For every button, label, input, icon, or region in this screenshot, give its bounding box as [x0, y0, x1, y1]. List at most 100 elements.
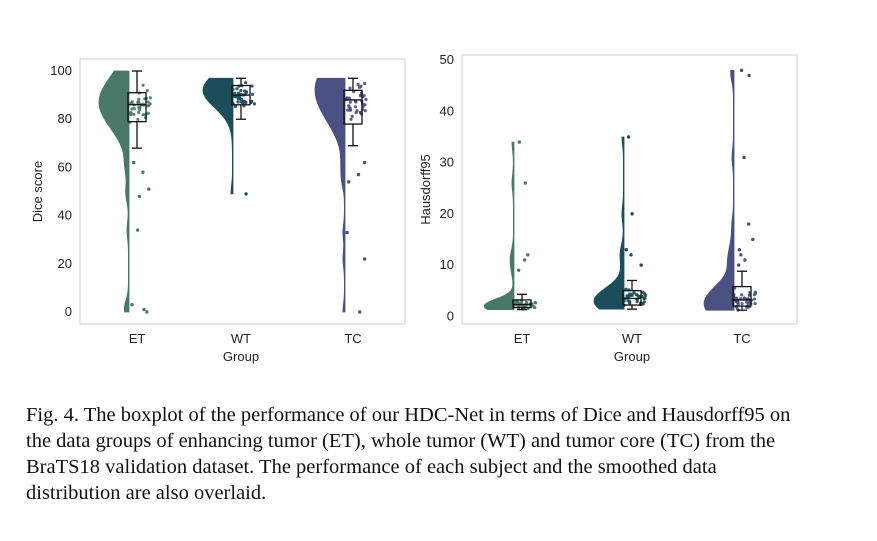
subject-point [128, 112, 133, 116]
subject-point [252, 102, 257, 106]
figure: 0 20 40 60 80 100 Dice score ET WT TC Group 0 10 20 30… [30, 52, 798, 364]
subject-point [146, 100, 150, 104]
subject-point [354, 110, 358, 115]
subject-point [236, 100, 240, 104]
subject-point [146, 111, 150, 115]
outlier-point [345, 230, 349, 235]
figure-caption: Fig. 4. The boxplot of the performance o… [26, 404, 791, 504]
outlier-point [736, 263, 741, 267]
outlier-point [630, 212, 634, 216]
y-tick-label: 0 [447, 308, 454, 323]
subject-point [533, 301, 538, 305]
subject-point [364, 97, 368, 102]
subject-point [641, 290, 645, 294]
subject-point [732, 286, 737, 290]
subject-point [137, 110, 141, 115]
outlier-point [517, 140, 522, 144]
subject-point [740, 293, 744, 297]
subject-point [141, 113, 145, 117]
subject-point [626, 299, 630, 303]
subject-point [233, 104, 238, 108]
subject-point [735, 306, 739, 311]
outlier-point [141, 170, 145, 174]
x-tick-label: WT [622, 331, 642, 346]
y-axis-label: Dice score [30, 161, 45, 222]
subject-point [742, 296, 746, 300]
outlier-point [132, 160, 136, 165]
y-tick-label: 50 [440, 52, 454, 67]
y-tick-label: 0 [65, 304, 72, 319]
subject-point [753, 291, 758, 295]
plot-frame [79, 58, 406, 325]
outlier-point [147, 187, 151, 191]
subject-point [736, 301, 740, 305]
subject-point [363, 103, 367, 107]
density-violin [314, 77, 346, 313]
subject-point [753, 297, 757, 301]
subject-point [349, 117, 353, 121]
outlier-point [639, 263, 643, 267]
subject-point [346, 108, 350, 112]
outlier-point [629, 253, 633, 257]
outlier-point [137, 194, 142, 199]
subject-point [643, 293, 648, 298]
subject-point [356, 82, 360, 87]
outlier-point [145, 310, 149, 314]
subject-point [624, 287, 628, 291]
outlier-point [739, 68, 744, 73]
outlier-point [626, 135, 631, 139]
outlier-point [362, 257, 367, 261]
x-axis-label: Group [223, 349, 259, 364]
outlier-point [362, 160, 367, 165]
subject-point [363, 81, 367, 86]
subject-point [747, 293, 751, 297]
subject-point [250, 92, 255, 97]
subject-point [358, 110, 363, 114]
outlier-point [516, 268, 521, 272]
subject-point [239, 97, 244, 101]
outlier-point [737, 248, 742, 252]
subject-point [240, 101, 245, 105]
outlier-point [742, 155, 746, 160]
outlier-point [624, 248, 629, 252]
subject-point [130, 100, 134, 104]
subject-point [137, 100, 141, 104]
outlier-point [743, 258, 747, 262]
subject-point [250, 84, 254, 88]
x-tick-label: TC [733, 331, 750, 346]
density-violin [483, 141, 515, 311]
subject-point [350, 114, 354, 119]
y-tick-label: 80 [58, 111, 72, 126]
subject-point [348, 86, 352, 90]
subject-point [244, 91, 248, 95]
subject-point [147, 103, 151, 107]
subject-point [641, 302, 645, 306]
subject-point [353, 105, 358, 109]
subject-point [532, 305, 536, 309]
x-tick-label: TC [344, 331, 361, 346]
plot-frame [461, 54, 798, 325]
outlier-point [522, 258, 527, 262]
outlier-point [358, 310, 362, 314]
subject-point [145, 89, 149, 93]
y-axis-label: Hausdorff95 [418, 154, 433, 225]
y-tick-label: 20 [58, 256, 72, 271]
outlier-point [135, 228, 140, 232]
outlier-point [130, 303, 134, 307]
subject-point [753, 301, 757, 306]
y-tick-label: 60 [58, 159, 72, 174]
subject-point [235, 87, 239, 91]
subject-point [347, 96, 352, 100]
subject-point [130, 107, 134, 111]
x-axis-label: Group [614, 349, 650, 364]
density-violin [202, 77, 234, 195]
subject-point [642, 296, 646, 300]
outlier-point [523, 181, 528, 185]
subject-point [136, 117, 140, 121]
y-tick-label: 10 [440, 257, 454, 272]
y-tick-label: 30 [440, 155, 454, 170]
subject-point [345, 96, 349, 100]
subject-point [630, 292, 634, 296]
chart-panel-1: 0 20 40 60 80 100 Dice score ET WT TC Group [30, 58, 406, 364]
subject-point [348, 108, 353, 112]
